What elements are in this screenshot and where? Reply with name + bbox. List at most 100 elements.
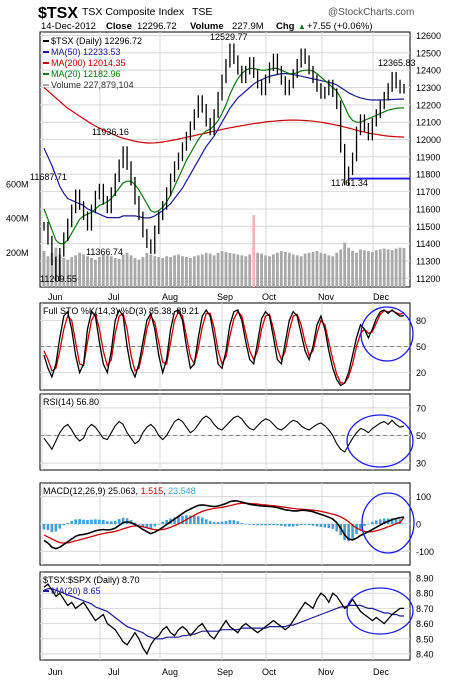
- macd-histogram-bar: [232, 520, 236, 524]
- volume-bar: [161, 257, 165, 287]
- macd-histogram-bar: [177, 516, 180, 524]
- volume-bar: [125, 252, 129, 287]
- macd-histogram-bar: [272, 524, 275, 526]
- volume-bar: [137, 259, 141, 287]
- volume-bar: [70, 257, 74, 287]
- y-tick-label: 30: [416, 459, 426, 469]
- macd-histogram-bar: [204, 519, 208, 524]
- y-tick-label: 12000: [416, 135, 441, 145]
- y-tick-label: 11200: [416, 274, 440, 284]
- volume-bar: [117, 258, 121, 287]
- volume-bar: [311, 251, 315, 287]
- macd-histogram-bar: [303, 524, 307, 525]
- y-tick-label: 8.40: [416, 649, 434, 659]
- legend-entry: MA(50) 12233.53: [51, 47, 121, 57]
- volume-bar: [177, 254, 180, 287]
- y-tick-label: 12600: [416, 31, 441, 41]
- volume-bar: [374, 250, 378, 287]
- macd-histogram-bar: [295, 524, 299, 526]
- volume-bar: [157, 257, 161, 287]
- macd-histogram-bar: [224, 520, 228, 524]
- volume-bar: [66, 259, 70, 287]
- macd-histogram-bar: [220, 521, 224, 524]
- macd-histogram-bar: [256, 524, 259, 526]
- volume-bar: [339, 249, 343, 287]
- volume-bar: [212, 255, 216, 287]
- ma50-line: [43, 72, 405, 219]
- y-tick-label: 11600: [416, 204, 440, 214]
- ratio-legend-entry: MA(20) 8.65: [51, 586, 101, 596]
- sto-title: Full STO %K(14,3) %D(3) 85.38, 89.21: [43, 306, 199, 316]
- volume-bar: [315, 251, 319, 287]
- volume-bar: [101, 254, 105, 287]
- volume-bar: [185, 257, 188, 287]
- macd-line: [43, 499, 405, 550]
- x-axis-label: Jun: [48, 667, 63, 677]
- y-tick-label: 8.90: [416, 574, 434, 584]
- volume-bar: [402, 248, 406, 287]
- volume-bar: [394, 248, 398, 287]
- chg-up-arrow-icon: ▲: [298, 22, 306, 31]
- macd-histogram-bar: [402, 523, 406, 525]
- macd-histogram-bar: [280, 524, 283, 526]
- price-annotation: 11209.55: [40, 274, 77, 284]
- volume-bar: [192, 256, 196, 287]
- macd-histogram-bar: [351, 524, 354, 539]
- volume-bar: [109, 256, 113, 287]
- x-axis-label: Nov: [318, 292, 335, 302]
- macd-histogram-bar: [50, 524, 54, 533]
- chart-date: 14-Dec-2012: [41, 21, 96, 32]
- volume-bar: [141, 257, 145, 287]
- macd-histogram-bar: [94, 519, 97, 524]
- macd-histogram-value: 23.548: [168, 486, 196, 496]
- highlight-circle: [346, 587, 414, 635]
- volume-bar: [82, 254, 85, 287]
- volume-bar: [295, 255, 299, 287]
- sto-k-line: [43, 308, 405, 387]
- macd-histogram-bar: [291, 524, 295, 527]
- volume-bar: [299, 256, 303, 287]
- volume-bar: [236, 254, 240, 287]
- volume-bar: [264, 255, 267, 287]
- volume-bar: [244, 256, 248, 287]
- macd-histogram-bar: [86, 519, 89, 524]
- macd-histogram-bar: [145, 524, 149, 528]
- macd-histogram-bar: [367, 523, 370, 525]
- stochastic-panel: 20 50 80 Full STO %K(14,3) %D(3) 85.38, 89.…: [39, 302, 426, 391]
- macd-histogram-bar: [311, 524, 315, 526]
- volume-bar: [378, 249, 382, 287]
- volume-bar: [355, 252, 358, 287]
- volume-bar: [283, 251, 287, 287]
- volume-tick-label: 400M: [6, 214, 29, 224]
- legend-entry: MA(20) 12182.96: [51, 69, 121, 79]
- legend-entry: Volume 227,879,104: [51, 80, 134, 90]
- volume-bar: [331, 256, 335, 287]
- macd-histogram-bar: [343, 524, 346, 540]
- rsi-panel: 30 50 70 RSI(14) 56.80: [39, 393, 426, 471]
- x-axis-label: Dec: [373, 292, 390, 302]
- macd-value: MACD(12,26,9) 25.063,: [43, 486, 141, 496]
- macd-histogram-bar: [42, 524, 46, 530]
- macd-histogram-bar: [244, 524, 248, 525]
- macd-histogram-bar: [196, 516, 200, 524]
- volume-bar: [240, 255, 244, 287]
- volume-bar: [46, 256, 50, 287]
- symbol-title: $TSX: [38, 5, 78, 22]
- macd-histogram-bar: [200, 517, 204, 524]
- volume-bar: [268, 256, 271, 287]
- macd-histogram-bar: [157, 524, 161, 525]
- volume-bar: [50, 252, 54, 287]
- macd-histogram-bar: [371, 521, 374, 524]
- volume-bar: [382, 248, 386, 287]
- rsi-title: RSI(14) 56.80: [43, 397, 99, 407]
- volume-value: 227.9M: [232, 21, 264, 32]
- macd-histogram-bar: [102, 519, 105, 524]
- volume-bar: [363, 250, 366, 287]
- close-label: Close: [106, 21, 132, 32]
- volume-bar: [335, 252, 339, 287]
- y-tick-label: 50: [416, 342, 426, 352]
- x-axis-label: Oct: [262, 667, 277, 677]
- volume-bar: [105, 255, 109, 287]
- macd-histogram-bar: [240, 522, 244, 524]
- macd-histogram-bar: [276, 524, 279, 526]
